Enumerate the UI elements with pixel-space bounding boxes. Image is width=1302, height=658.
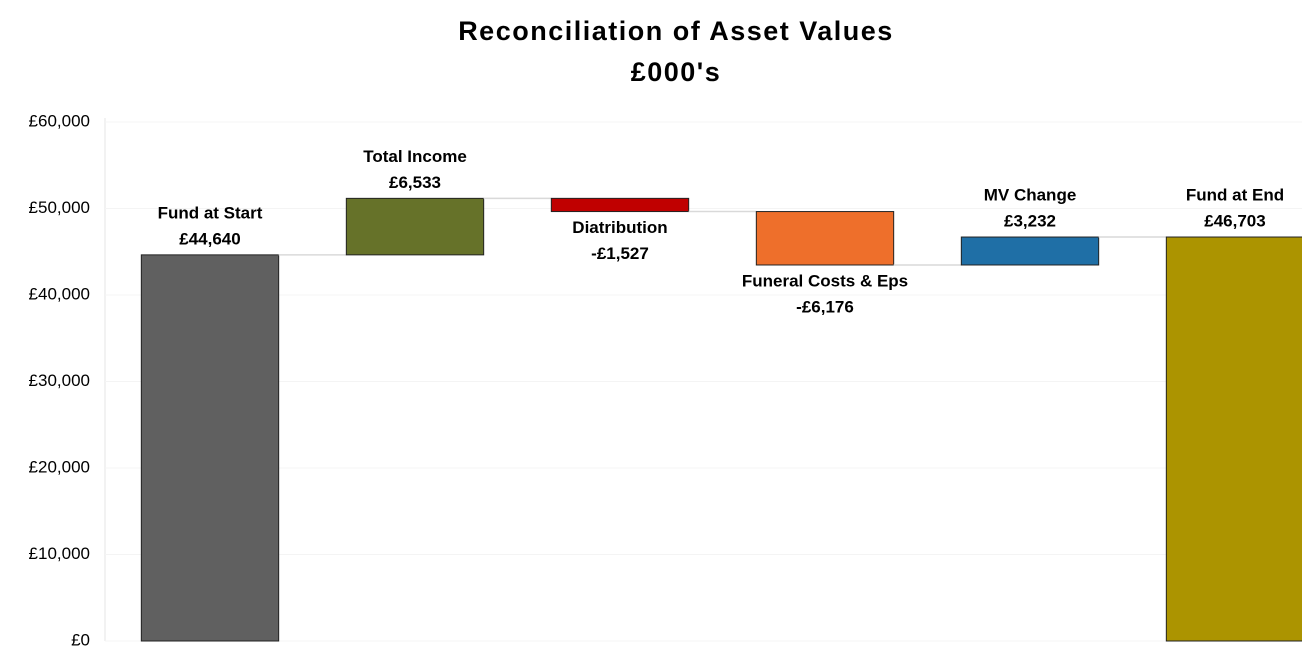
- value-label: -£6,176: [796, 297, 854, 316]
- chart-subtitle: £000's: [631, 57, 722, 87]
- bar: [755, 211, 895, 266]
- value-label: £3,232: [1004, 212, 1056, 231]
- y-tick-label: £10,000: [29, 544, 90, 563]
- category-label: MV Change: [984, 186, 1077, 205]
- y-tick-label: £20,000: [29, 457, 90, 476]
- y-tick-label: £40,000: [29, 284, 90, 303]
- bar: [140, 254, 280, 642]
- category-label: Diatribution: [572, 218, 667, 237]
- y-tick-label: £60,000: [29, 111, 90, 130]
- chart-title: Reconciliation of Asset Values: [458, 16, 894, 46]
- bar: [960, 236, 1100, 266]
- y-tick-label: £50,000: [29, 198, 90, 217]
- category-label: Fund at End: [1186, 186, 1284, 205]
- bar: [345, 197, 485, 256]
- y-tick-label: £0: [71, 630, 90, 649]
- value-label: £44,640: [179, 229, 240, 248]
- category-label: Funeral Costs & Eps: [742, 271, 908, 290]
- value-label: -£1,527: [591, 244, 649, 263]
- value-label: £46,703: [1204, 212, 1265, 231]
- category-label: Total Income: [363, 147, 467, 166]
- bar: [550, 197, 690, 213]
- bar: [1165, 236, 1302, 642]
- value-label: £6,533: [389, 173, 441, 192]
- y-tick-label: £30,000: [29, 371, 90, 390]
- category-label: Fund at Start: [158, 203, 263, 222]
